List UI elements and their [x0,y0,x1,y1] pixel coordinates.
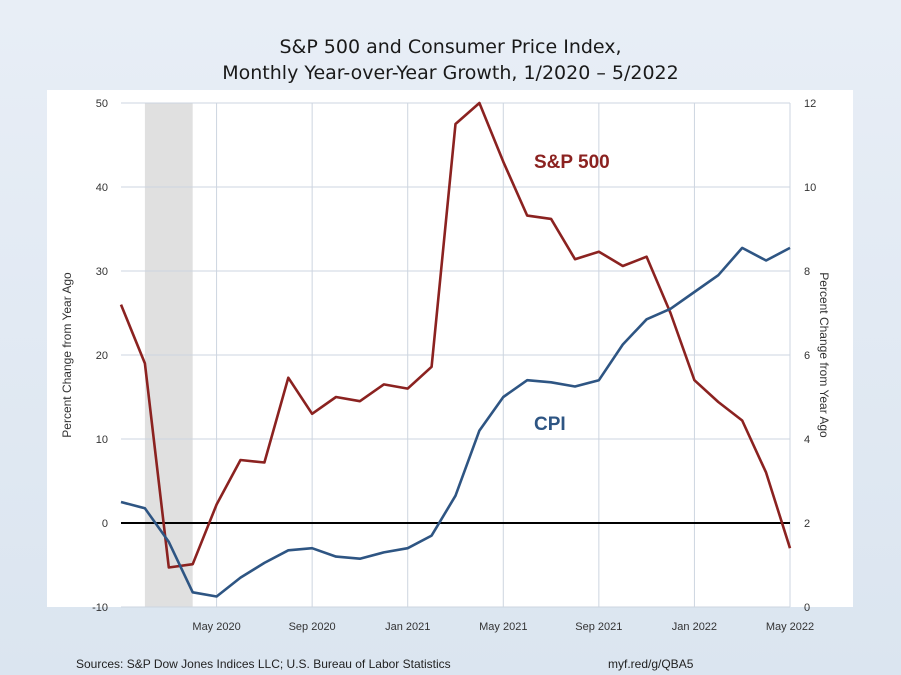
series-line-cpi [120,246,791,598]
chart-title: S&P 500 and Consumer Price Index, Monthl… [0,34,901,86]
annotation-layer: S&P 500 CPI [534,152,610,435]
y-right-tick-label: 12 [804,98,816,110]
y-left-tick-label: -10 [92,602,108,614]
x-tick-label: May 2022 [766,621,814,633]
x-tick-label: Sep 2021 [575,621,622,633]
chart-title-line-1: S&P 500 and Consumer Price Index, [279,36,622,58]
axis-layer: -10 0 10 20 30 40 50 0 2 4 6 8 10 12 May 2020 Sep 2020 J… [60,98,831,633]
series-annotation: CPI [534,414,566,435]
y-right-tick-label: 4 [804,434,810,446]
y-left-tick-label: 10 [96,434,108,446]
y-left-tick-label: 40 [96,182,108,194]
y-left-tick-label: 0 [102,518,108,530]
y-left-tick-label: 30 [96,266,108,278]
y-left-tick-label: 50 [96,98,108,110]
series-layer [119,101,792,598]
x-tick-label: Jan 2021 [385,621,430,633]
y-right-tick-label: 8 [804,266,810,278]
fred-link[interactable]: myf.red/g/QBA5 [608,657,694,671]
x-tick-label: Jan 2022 [672,621,717,633]
x-tick-label: Sep 2020 [289,621,336,633]
chart-title-line-2: Monthly Year-over-Year Growth, 1/2020 – … [222,62,679,84]
y-axis-label-right: Percent Change from Year Ago [817,272,831,438]
y-right-tick-label: 10 [804,182,816,194]
x-tick-label: May 2020 [192,621,240,633]
y-right-tick-label: 2 [804,518,810,530]
x-tick-label: May 2021 [479,621,527,633]
sources-note: Sources: S&P Dow Jones Indices LLC; U.S.… [76,657,451,671]
y-right-tick-label: 0 [804,602,810,614]
y-right-tick-label: 6 [804,350,810,362]
y-axis-label-left: Percent Change from Year Ago [60,272,74,438]
y-left-tick-label: 20 [96,350,108,362]
series-annotation: S&P 500 [534,152,610,173]
series-line-s-p-500 [119,101,792,569]
